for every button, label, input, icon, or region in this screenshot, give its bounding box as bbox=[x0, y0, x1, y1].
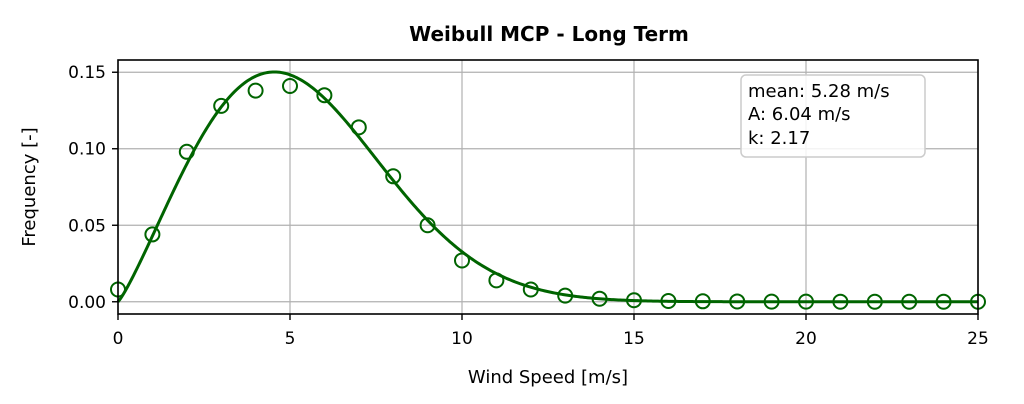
data-point bbox=[178, 143, 195, 160]
x-tick-label: 5 bbox=[285, 329, 296, 349]
data-point bbox=[763, 293, 780, 310]
data-point bbox=[419, 217, 436, 234]
plot-frame bbox=[117, 59, 979, 315]
y-tick-label: 0.05 bbox=[68, 216, 106, 236]
x-tick-label: 25 bbox=[967, 329, 989, 349]
data-point bbox=[282, 78, 298, 95]
y-axis-label: Frequency [-] bbox=[19, 127, 40, 246]
data-point bbox=[901, 293, 918, 310]
x-tick-label: 10 bbox=[451, 329, 473, 349]
y-tick-label: 0.15 bbox=[68, 63, 106, 83]
legend-k: k: 2.17 bbox=[748, 128, 810, 149]
data-point bbox=[729, 293, 746, 310]
data-point bbox=[385, 168, 402, 185]
x-tick-label: 0 bbox=[113, 329, 124, 349]
data-point bbox=[591, 290, 608, 307]
legend-mean: mean: 5.28 m/s bbox=[748, 81, 890, 102]
x-axis-label: Wind Speed [m/s] bbox=[468, 367, 628, 388]
data-point bbox=[694, 293, 711, 310]
fit-curve-layer bbox=[116, 70, 978, 304]
data-point bbox=[247, 82, 264, 99]
data-point bbox=[144, 226, 161, 243]
legend-background bbox=[740, 74, 926, 158]
y-tick-label: 0.00 bbox=[68, 293, 106, 313]
data-point bbox=[454, 252, 470, 269]
observed-markers bbox=[110, 78, 986, 310]
data-point bbox=[626, 292, 642, 309]
data-point bbox=[660, 292, 677, 309]
weibull-fit-curve bbox=[116, 70, 978, 304]
data-point bbox=[866, 293, 883, 310]
data-point bbox=[832, 293, 849, 310]
data-point bbox=[798, 293, 814, 310]
data-point bbox=[557, 287, 574, 304]
chart-title: Weibull MCP - Long Term bbox=[409, 22, 689, 46]
data-point bbox=[350, 119, 367, 136]
data-point bbox=[522, 281, 539, 298]
y-tick-label: 0.10 bbox=[68, 140, 106, 160]
data-point bbox=[488, 272, 505, 289]
data-point bbox=[213, 97, 230, 114]
data-point bbox=[935, 293, 952, 310]
y-ticks: 0.00 0.05 0.10 0.15 bbox=[68, 63, 118, 313]
x-tick-label: 15 bbox=[623, 329, 645, 349]
data-point bbox=[316, 87, 333, 104]
legend-a: A: 6.04 m/s bbox=[748, 104, 851, 125]
x-ticks: 0 5 10 15 20 25 bbox=[113, 314, 989, 349]
legend-box: mean: 5.28 m/s A: 6.04 m/s k: 2.17 bbox=[740, 74, 926, 158]
x-tick-label: 20 bbox=[795, 329, 817, 349]
